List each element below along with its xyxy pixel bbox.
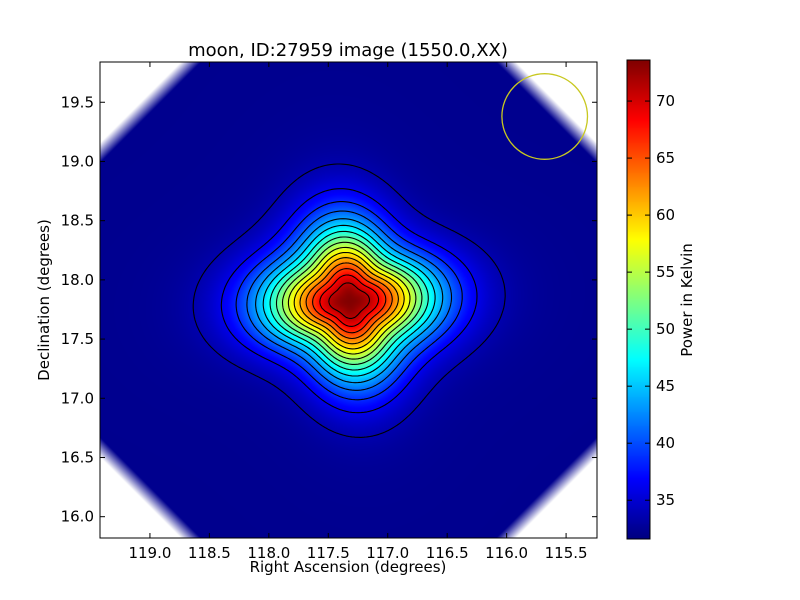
contour-line-0 [192,163,506,438]
x-tick-label: 115.5 [545,544,588,562]
y-axis-label: Declination (degrees) [35,219,53,381]
colorbar-tick-label: 40 [656,434,675,452]
contour-line-12 [305,262,393,340]
x-tick-label: 117.5 [307,544,350,562]
y-tick-label: 16.5 [61,448,94,466]
colorbar-label: Power in Kelvin [678,243,696,357]
colorbar-tick-label: 65 [656,149,675,167]
x-tick-label: 117.0 [366,544,409,562]
colorbar-tick-label: 45 [656,377,675,395]
colorbar-tick-label: 60 [656,206,675,224]
beam-marker [501,73,589,160]
axes-frame [99,61,598,539]
contour-line-10 [293,251,405,350]
contour-line-1 [220,188,478,414]
x-axis-label: Right Ascension (degrees) [250,558,447,576]
x-tick-label: 118.5 [188,544,231,562]
colorbar: 35 40 45 50 55 60 65 70 Power in Kelvin [626,59,696,540]
chart-title: moon, ID:27959 image (1550.0,XX) [188,40,508,61]
contour-line-5 [262,224,436,377]
colorbar-tick-label: 35 [656,491,675,509]
y-tick-label: 16.0 [61,508,94,526]
contour-layer [192,163,506,438]
contour-line-4 [255,218,444,384]
x-axis-ticks: 119.0 118.5 118.0 117.5 117.0 116.5 116.0 115.5 [128,62,588,562]
colorbar-tick-label: 70 [656,92,675,110]
contour-line-7 [275,236,423,365]
x-tick-label: 119.0 [128,544,171,562]
contour-line-3 [246,210,453,391]
contour-line-13 [312,268,387,334]
colorbar-tick-label: 50 [656,320,675,338]
y-tick-label: 17.5 [61,330,94,348]
contour-line-8 [281,241,417,360]
y-tick-label: 19.0 [61,152,94,170]
y-tick-label: 17.0 [61,389,94,407]
y-tick-label: 19.5 [61,93,94,111]
colorbar-frame [626,59,651,540]
y-axis-ticks: 16.0 16.5 17.0 17.5 18.0 18.5 19.0 19.5 [61,93,597,526]
contour-line-14 [319,274,380,327]
colorbar-tick-label: 55 [656,263,675,281]
contour-line-6 [269,230,429,371]
plot-area [100,62,597,538]
heatmap-image [100,62,597,538]
colorbar-ticks: 35 40 45 50 55 60 65 70 [627,92,675,509]
contour-line-15 [328,282,371,319]
y-tick-label: 18.5 [61,212,94,230]
contour-line-11 [299,257,399,345]
x-tick-label: 116.0 [485,544,528,562]
contour-line-2 [235,201,463,401]
colorbar-gradient [627,60,650,539]
x-tick-label: 118.0 [247,544,290,562]
contour-line-9 [287,246,411,355]
x-tick-label: 116.5 [426,544,469,562]
y-tick-label: 18.0 [61,271,94,289]
